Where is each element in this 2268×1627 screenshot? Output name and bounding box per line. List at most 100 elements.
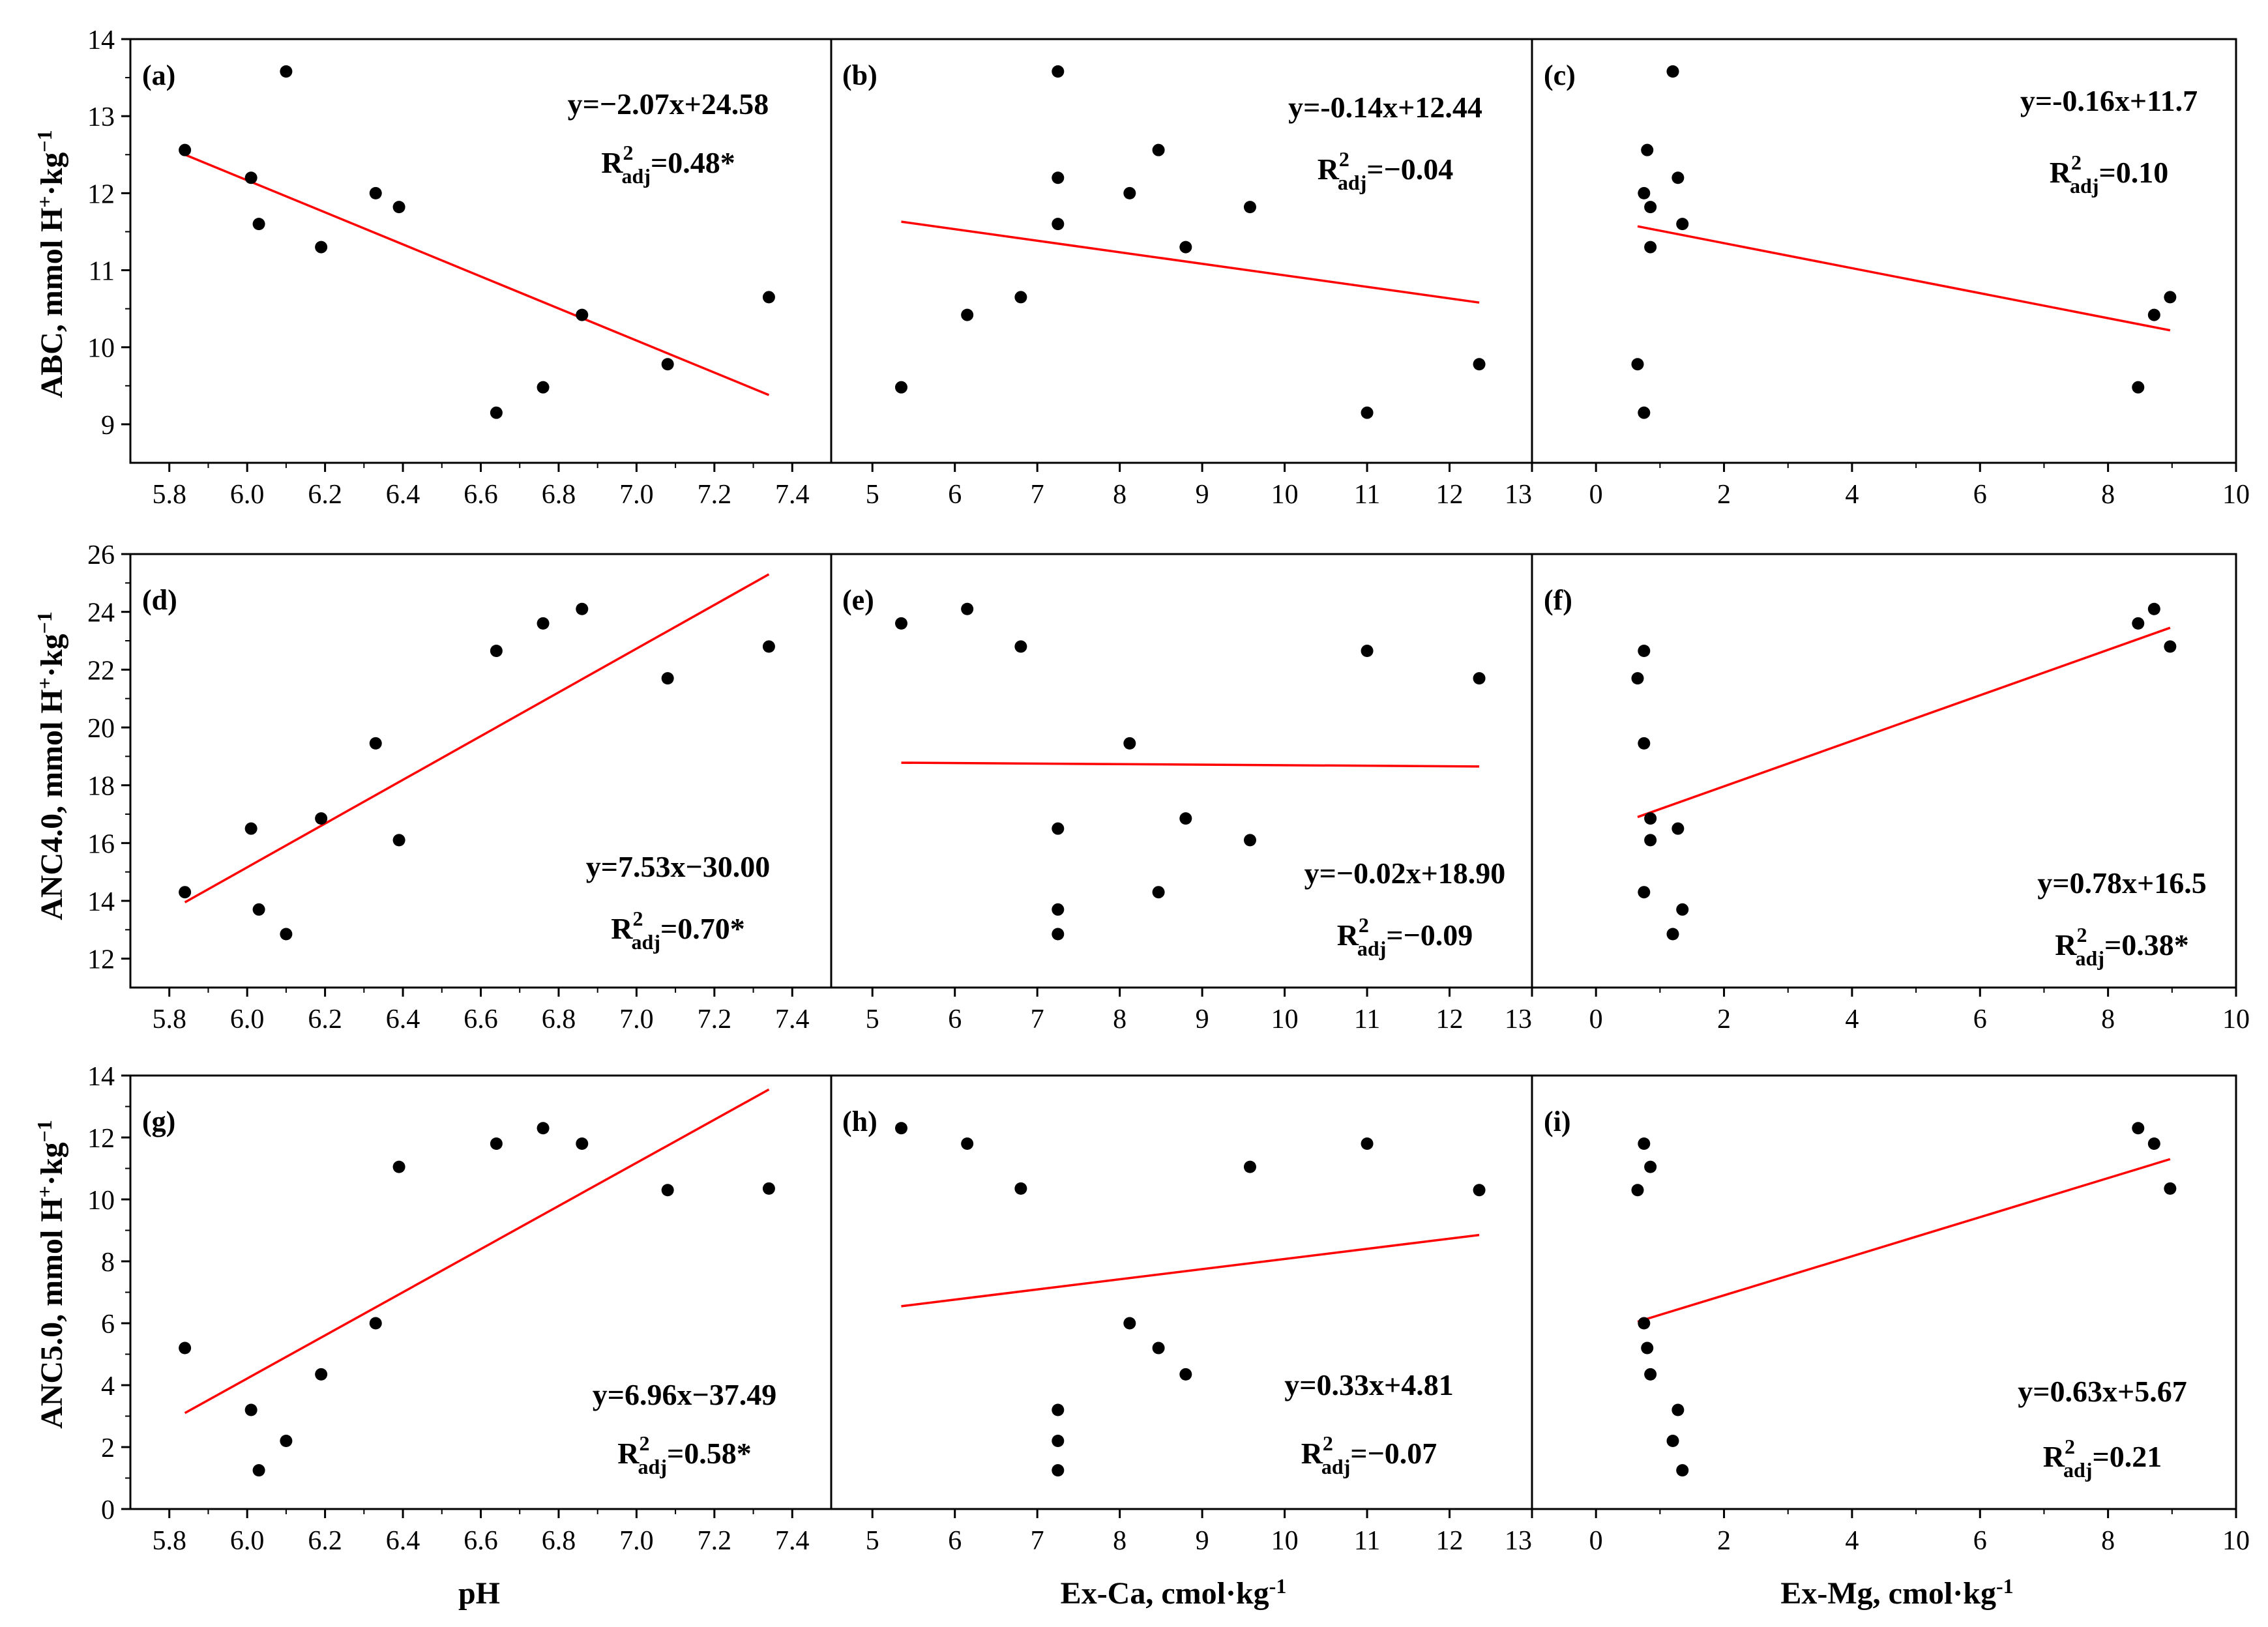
x-title-exmg-sup: -1	[1996, 1574, 2014, 1598]
data-point-c-5	[1644, 201, 1657, 214]
x-tick-label-d-8: 7.4	[775, 1004, 810, 1034]
y-axis-title-abc: ABC, mmol H+·kg−1	[33, 130, 69, 398]
panel-label-e: (e)	[842, 584, 874, 616]
data-point-d-3	[280, 928, 293, 941]
r2-value-g: =0.58*	[667, 1437, 752, 1470]
x-tick-label-g-1: 6.0	[230, 1526, 265, 1556]
data-point-b-2	[1014, 291, 1027, 304]
data-point-d-5	[369, 737, 382, 750]
data-point-c-3	[1641, 143, 1654, 156]
fit-line-b	[901, 220, 1480, 304]
data-point-f-1	[1638, 645, 1651, 658]
r2-sup-i: 2	[2065, 1435, 2075, 1458]
data-point-g-10	[661, 1184, 674, 1197]
y-title-anc40-mid: ·kg	[35, 634, 69, 677]
data-point-h-3	[1052, 1403, 1065, 1416]
x-tick-label-b-4: 9	[1196, 480, 1209, 510]
data-point-g-8	[537, 1122, 550, 1135]
x-tick-label-h-1: 6	[948, 1526, 962, 1556]
r2-sub-a: adj	[622, 164, 651, 188]
x-tick-label-d-1: 6.0	[230, 1004, 265, 1034]
x-axis-title-ph: pH	[458, 1576, 500, 1611]
data-point-h-6	[1123, 1317, 1136, 1330]
panel-f: 0 2 4 6 8 10(f)y=0.78x+16.5R2 adj=0.38*	[1531, 553, 2250, 1034]
r2-pre-c: R	[2050, 156, 2072, 189]
x-tick-label-i-3: 6	[1973, 1526, 1987, 1556]
r2-c: R2 adj=0.10	[2050, 151, 2168, 198]
data-point-i-1	[1638, 1137, 1651, 1150]
r2-sup-f: 2	[2077, 923, 2087, 946]
r2-sub-h: adj	[1321, 1455, 1350, 1478]
r2-pre-i: R	[2043, 1440, 2065, 1473]
x-tick-label-a-0: 5.8	[152, 480, 186, 510]
data-point-h-4	[1052, 1435, 1065, 1447]
y-title-abc-sup: +	[33, 196, 56, 207]
data-point-f-8	[1676, 903, 1689, 916]
r2-value-f: =0.38*	[2104, 928, 2189, 961]
data-point-a-0	[179, 143, 192, 156]
data-point-e-3	[1052, 822, 1065, 835]
fit-line-a	[184, 153, 770, 396]
x-tick-label-g-2: 6.2	[308, 1526, 342, 1556]
r2-sub-c: adj	[2070, 174, 2099, 198]
x-tick-label-d-4: 6.6	[464, 1004, 498, 1034]
x-tick-label-a-7: 7.2	[698, 480, 732, 510]
y-title-anc50-main: ANC5.0, mmol H	[35, 1197, 69, 1429]
y-title-abc-mid: ·kg	[35, 153, 69, 196]
data-point-a-7	[490, 406, 503, 419]
r2-pre-b: R	[1318, 153, 1340, 186]
data-point-f-11	[2164, 640, 2177, 653]
x-tick-label-g-3: 6.4	[386, 1526, 420, 1556]
data-point-g-6	[392, 1160, 405, 1173]
equation-c: y=-0.16x+11.7	[2020, 84, 2198, 117]
x-tick-label-f-4: 8	[2101, 1004, 2115, 1034]
data-point-f-7	[1672, 822, 1685, 835]
x-tick-label-e-5: 10	[1271, 1004, 1299, 1034]
y-tick-label-d-1: 14	[87, 887, 115, 917]
x-tick-label-b-8: 13	[1505, 480, 1532, 510]
x-tick-label-h-6: 11	[1354, 1526, 1380, 1556]
x-tick-label-e-2: 7	[1031, 1004, 1044, 1034]
x-tick-label-g-7: 7.2	[698, 1526, 732, 1556]
data-point-h-10	[1361, 1137, 1374, 1150]
r2-e: R2 adj=−0.09	[1337, 913, 1473, 960]
x-title-ph-main: pH	[458, 1576, 500, 1611]
x-tick-label-c-2: 4	[1845, 480, 1859, 510]
data-point-b-3	[1052, 65, 1065, 78]
panel-label-c: (c)	[1544, 59, 1576, 91]
y-title-abc-main: ABC, mmol H	[35, 208, 69, 398]
y-tick-label-g-4: 8	[101, 1248, 115, 1278]
x-tick-label-e-7: 12	[1436, 1004, 1464, 1034]
data-point-c-6	[1666, 65, 1679, 78]
r2-sub-i: adj	[2063, 1458, 2092, 1482]
r2-sup-c: 2	[2071, 151, 2082, 174]
x-tick-label-i-4: 8	[2101, 1526, 2115, 1556]
r2-pre-g: R	[617, 1437, 640, 1470]
r2-i: R2 adj=0.21	[2043, 1435, 2162, 1482]
x-tick-label-b-1: 6	[948, 480, 962, 510]
data-point-e-10	[1361, 645, 1374, 658]
data-point-e-1	[961, 602, 974, 615]
r2-pre-d: R	[611, 912, 633, 945]
data-point-e-8	[1179, 812, 1192, 825]
equation-e: y=−0.02x+18.90	[1304, 857, 1506, 890]
x-tick-label-h-7: 12	[1436, 1526, 1464, 1556]
data-point-i-11	[2164, 1182, 2177, 1195]
y-tick-label-g-3: 6	[101, 1310, 115, 1340]
data-point-i-5	[1644, 1160, 1657, 1173]
y-tick-label-g-2: 4	[101, 1371, 115, 1401]
data-point-a-8	[537, 381, 550, 394]
data-point-c-0	[1631, 358, 1644, 371]
data-point-b-1	[961, 308, 974, 321]
x-tick-label-i-0: 0	[1589, 1526, 1603, 1556]
panel-d: 5.8 6.0 6.2 6.4 6.6 6.8 7.0 7.2 7.41214161820222…	[87, 540, 832, 1034]
panel-label-i: (i)	[1544, 1106, 1571, 1137]
data-point-d-9	[576, 602, 589, 615]
y-tick-label-d-6: 24	[87, 598, 115, 628]
data-point-i-6	[1666, 1435, 1679, 1447]
data-point-a-3	[280, 65, 293, 78]
r2-pre-e: R	[1337, 918, 1359, 952]
panel-e: 5 6 7 8 9 10 11 12 13 (e) y=−0.02x+18.90 R2 adj=−0.0…	[830, 553, 1533, 1034]
x-tick-label-e-6: 11	[1354, 1004, 1380, 1034]
data-point-a-5	[369, 186, 382, 199]
